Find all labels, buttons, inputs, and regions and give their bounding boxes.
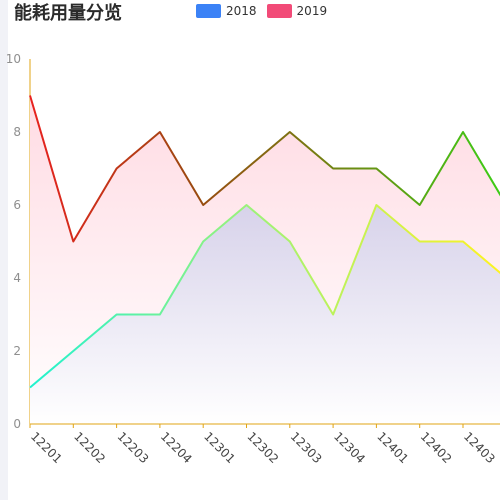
legend-swatch-2018 <box>196 4 221 18</box>
x-tick-label: 12304 <box>331 429 368 466</box>
y-tick-label: 4 <box>13 271 21 285</box>
x-tick-label: 12202 <box>71 429 108 466</box>
series-line-2018 <box>29 204 500 389</box>
y-tick-label: 8 <box>13 125 21 139</box>
x-tick-label: 12403 <box>461 429 498 466</box>
x-tick-label: 12401 <box>374 429 411 466</box>
x-tick-label: 12402 <box>418 429 455 466</box>
y-tick-label: 2 <box>13 344 21 358</box>
x-tick-label: 12303 <box>288 429 325 466</box>
legend-label-2018: 2018 <box>226 4 257 18</box>
legend-swatch-2019 <box>266 4 292 18</box>
x-tick-label: 12203 <box>114 429 151 466</box>
y-tick-label: 10 <box>6 52 21 66</box>
left-strip <box>0 0 8 500</box>
x-tick-label: 12301 <box>201 429 238 466</box>
series-line-2019 <box>29 95 500 243</box>
legend-label-2019: 2019 <box>296 4 328 18</box>
x-tick-label: 12201 <box>28 429 65 466</box>
area-2018 <box>30 205 500 424</box>
x-tick-label: 12302 <box>244 429 281 466</box>
legend-item-2018[interactable]: 2018 <box>196 4 257 18</box>
chart-title: 能耗用量分览 <box>14 3 122 24</box>
y-tick-label: 0 <box>13 417 21 431</box>
y-tick-label: 6 <box>13 198 21 212</box>
legend: 2018 2019 <box>196 4 337 18</box>
x-tick-label: 12204 <box>158 429 195 466</box>
legend-item-2019[interactable]: 2019 <box>266 4 328 18</box>
